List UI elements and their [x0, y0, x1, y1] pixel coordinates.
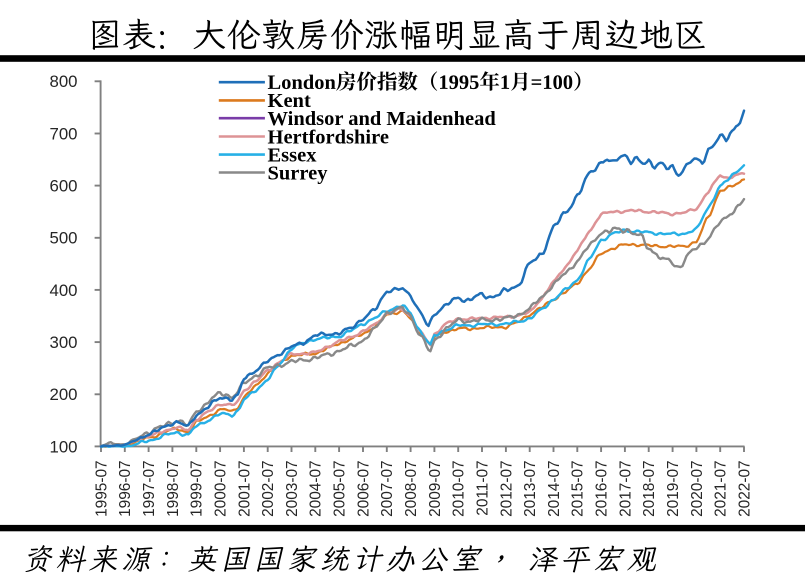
svg-text:Surrey: Surrey [268, 162, 329, 184]
svg-text:2015-07: 2015-07 [570, 460, 587, 516]
svg-text:600: 600 [50, 177, 78, 196]
svg-text:1999-07: 1999-07 [189, 460, 206, 516]
svg-text:2011-07: 2011-07 [474, 460, 491, 515]
svg-text:2021-07: 2021-07 [713, 460, 730, 516]
svg-text:1997-07: 1997-07 [141, 460, 158, 516]
svg-text:2001-07: 2001-07 [236, 460, 253, 516]
svg-text:2010-07: 2010-07 [451, 460, 468, 516]
svg-text:100: 100 [50, 437, 78, 456]
svg-text:2006-07: 2006-07 [355, 460, 372, 516]
svg-text:2019-07: 2019-07 [665, 460, 682, 516]
svg-text:2003-07: 2003-07 [284, 460, 301, 516]
svg-text:300: 300 [50, 333, 78, 352]
svg-text:2008-07: 2008-07 [403, 460, 420, 516]
svg-text:2020-07: 2020-07 [689, 460, 706, 516]
svg-text:2002-07: 2002-07 [260, 460, 277, 516]
svg-text:2013-07: 2013-07 [522, 460, 539, 516]
svg-text:400: 400 [50, 281, 78, 300]
svg-text:500: 500 [50, 229, 78, 248]
svg-text:2004-07: 2004-07 [308, 460, 325, 516]
svg-text:2022-07: 2022-07 [736, 460, 753, 516]
svg-text:1995-07: 1995-07 [93, 460, 110, 516]
svg-text:2007-07: 2007-07 [379, 460, 396, 516]
svg-text:Hertfordshire: Hertfordshire [268, 126, 389, 148]
svg-text:Essex: Essex [268, 144, 318, 166]
svg-text:1998-07: 1998-07 [165, 460, 182, 516]
svg-text:2014-07: 2014-07 [546, 460, 563, 516]
svg-text:800: 800 [50, 72, 78, 91]
svg-text:2018-07: 2018-07 [641, 460, 658, 516]
svg-text:2017-07: 2017-07 [617, 460, 634, 516]
svg-text:700: 700 [50, 124, 78, 143]
svg-text:2016-07: 2016-07 [594, 460, 611, 516]
svg-text:Windsor and Maidenhead: Windsor and Maidenhead [268, 108, 497, 130]
svg-text:2012-07: 2012-07 [498, 460, 515, 516]
svg-text:2009-07: 2009-07 [427, 460, 444, 516]
svg-text:Kent: Kent [268, 90, 311, 112]
svg-text:200: 200 [50, 385, 78, 404]
svg-text:2000-07: 2000-07 [213, 460, 230, 516]
svg-text:2005-07: 2005-07 [332, 460, 349, 516]
svg-text:1996-07: 1996-07 [117, 460, 134, 516]
